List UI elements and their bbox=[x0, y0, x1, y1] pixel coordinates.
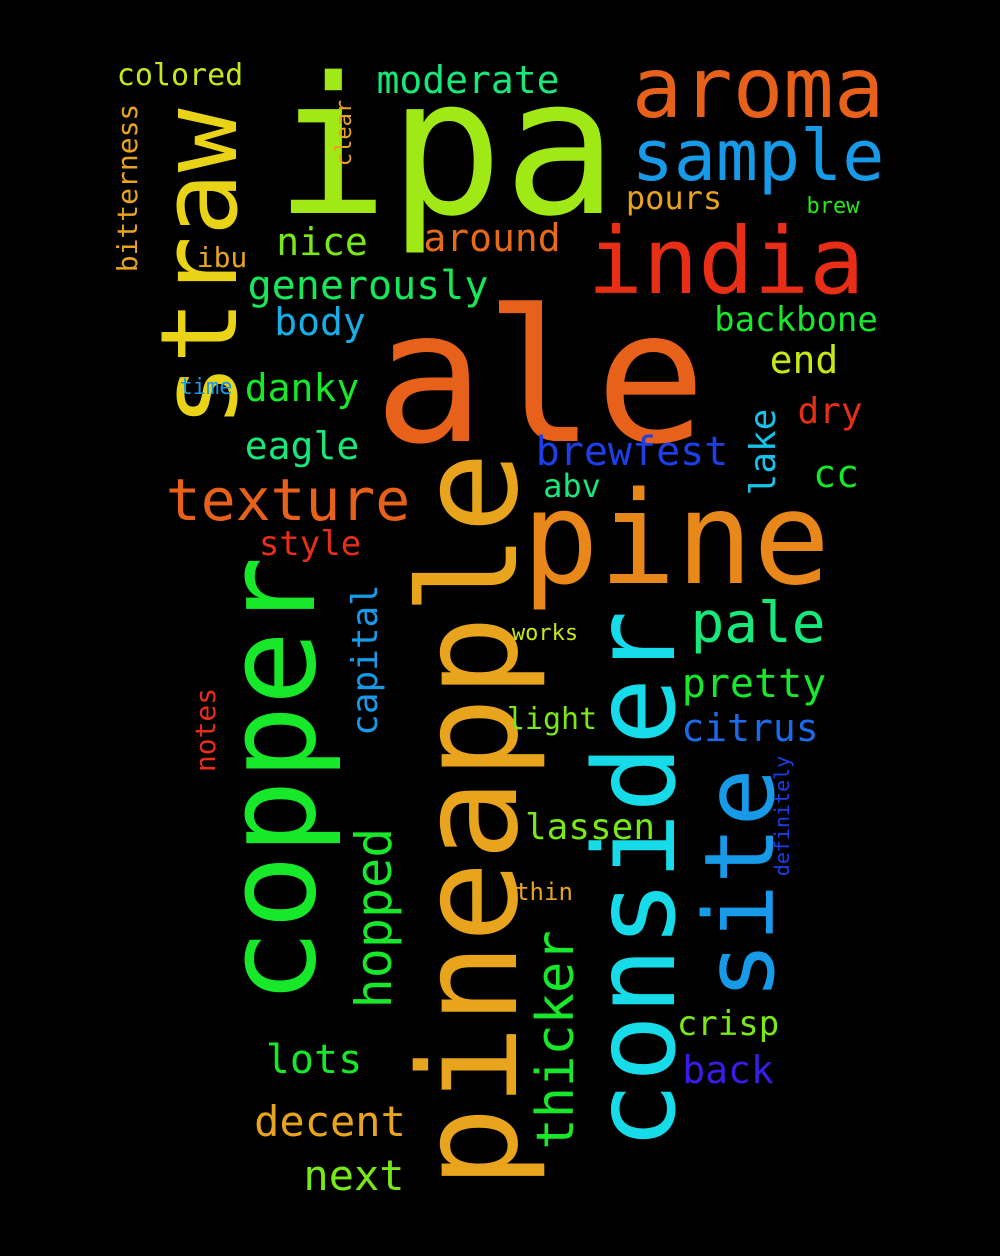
word-consider: consider bbox=[571, 610, 701, 1150]
word-hopped: hopped bbox=[345, 827, 403, 1009]
word-india: india bbox=[587, 208, 865, 315]
word-next: next bbox=[303, 1151, 405, 1200]
word-citrus: citrus bbox=[681, 706, 819, 750]
word-back: back bbox=[682, 1048, 774, 1092]
word-ibu: ibu bbox=[196, 241, 248, 274]
word-eagle: eagle bbox=[244, 424, 360, 468]
word-lots: lots bbox=[265, 1037, 363, 1083]
word-definitely: definitely bbox=[770, 755, 794, 877]
word-pours: pours bbox=[625, 179, 723, 217]
word-end: end bbox=[769, 338, 839, 382]
word-thicker: thicker bbox=[526, 930, 586, 1150]
word-brewfest: brewfest bbox=[535, 429, 729, 475]
word-light: light bbox=[506, 702, 598, 737]
word-cc: cc bbox=[813, 452, 859, 496]
word-works: works bbox=[511, 621, 579, 646]
word-pineapple: pineapple bbox=[391, 451, 549, 1189]
word-pretty: pretty bbox=[681, 661, 827, 707]
word-generously: generously bbox=[247, 263, 489, 309]
word-notes: notes bbox=[189, 687, 222, 773]
word-capital: capital bbox=[345, 584, 386, 736]
word-pale: pale bbox=[690, 591, 826, 656]
word-style: style bbox=[258, 524, 362, 564]
word-bitterness: bitterness bbox=[111, 103, 144, 273]
word-colored: colored bbox=[116, 58, 244, 93]
word-decent: decent bbox=[254, 1097, 406, 1146]
word-ipa: ipa bbox=[274, 37, 618, 258]
word-moderate: moderate bbox=[376, 58, 560, 102]
word-dry: dry bbox=[797, 391, 863, 432]
word-aroma: aroma bbox=[631, 39, 885, 137]
word-time: time bbox=[179, 375, 233, 400]
word-ale: ale bbox=[373, 271, 707, 485]
word-sample: sample bbox=[631, 115, 885, 197]
word-around: around bbox=[423, 216, 561, 260]
word-pine: pine bbox=[521, 465, 831, 614]
word-brew: brew bbox=[806, 194, 860, 219]
word-abv: abv bbox=[543, 467, 601, 505]
word-backbone: backbone bbox=[714, 300, 878, 340]
word-copper: copper bbox=[200, 556, 344, 1004]
word-nice: nice bbox=[276, 220, 368, 264]
word-thin: thin bbox=[515, 878, 573, 906]
word-texture: texture bbox=[165, 466, 411, 534]
word-crisp: crisp bbox=[676, 1004, 780, 1044]
word-body: body bbox=[274, 300, 366, 344]
word-lake: lake bbox=[743, 408, 784, 496]
word-danky: danky bbox=[244, 366, 360, 410]
word-lassen: lassen bbox=[524, 807, 656, 848]
word-clear: clear bbox=[332, 99, 357, 167]
